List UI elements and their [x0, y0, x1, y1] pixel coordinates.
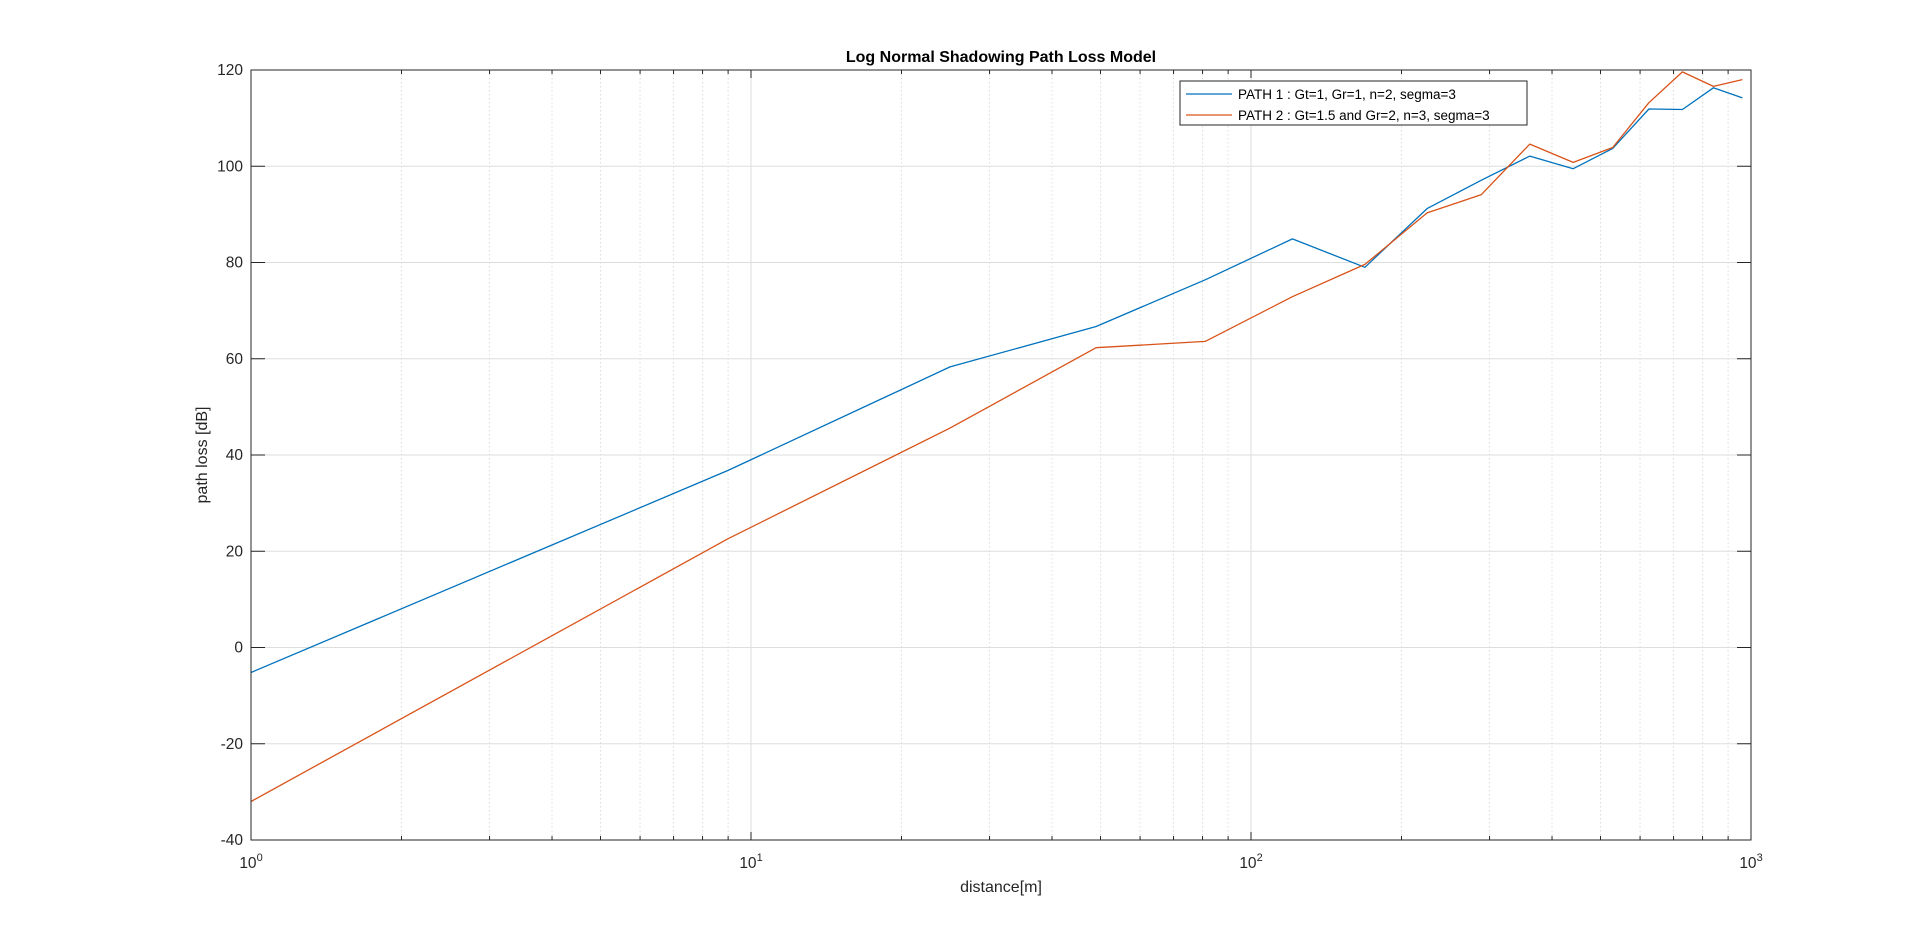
y-tick-label: 0 [234, 640, 243, 657]
y-tick-label: 120 [217, 62, 243, 79]
x-axis-label: distance[m] [960, 879, 1042, 896]
legend-label-path-2: PATH 2 : Gt=1.5 and Gr=2, n=3, segma=3 [1238, 108, 1490, 123]
series-line-path-1 [250, 87, 1743, 674]
legend[interactable]: PATH 1 : Gt=1, Gr=1, n=2, segma=3 PATH 2… [1179, 80, 1528, 126]
x-tick-exponent: 2 [1257, 852, 1263, 864]
y-tick-label: 20 [226, 543, 244, 560]
x-tick-labels: 100 101 102 103 [239, 852, 1762, 872]
x-tick-exponent: 1 [757, 852, 763, 864]
x-tick-label: 100 [239, 852, 262, 872]
series-layer [250, 71, 1743, 803]
x-tick-label: 102 [1239, 852, 1262, 872]
series-line-path-2 [250, 71, 1743, 803]
y-tick-label: 60 [226, 351, 244, 368]
y-tick-labels: -40 -20 0 20 40 60 80 100 120 [217, 62, 243, 849]
x-tick-exponent: 0 [257, 852, 263, 864]
y-tick-label: -20 [221, 736, 244, 753]
x-tick-label: 101 [739, 852, 762, 872]
y-axis-label: path loss [dB] [194, 407, 211, 504]
chart-title: Log Normal Shadowing Path Loss Model [846, 49, 1156, 66]
y-tick-label: 40 [226, 447, 244, 464]
y-tick-label: 100 [217, 158, 243, 175]
legend-label-path-1: PATH 1 : Gt=1, Gr=1, n=2, segma=3 [1238, 87, 1456, 102]
legend-box [1179, 80, 1528, 126]
axis-ticks [250, 69, 1752, 841]
y-tick-label: -40 [221, 832, 244, 849]
y-tick-label: 80 [226, 255, 244, 272]
x-tick-exponent: 3 [1757, 852, 1763, 864]
x-tick-label: 103 [1739, 852, 1762, 872]
